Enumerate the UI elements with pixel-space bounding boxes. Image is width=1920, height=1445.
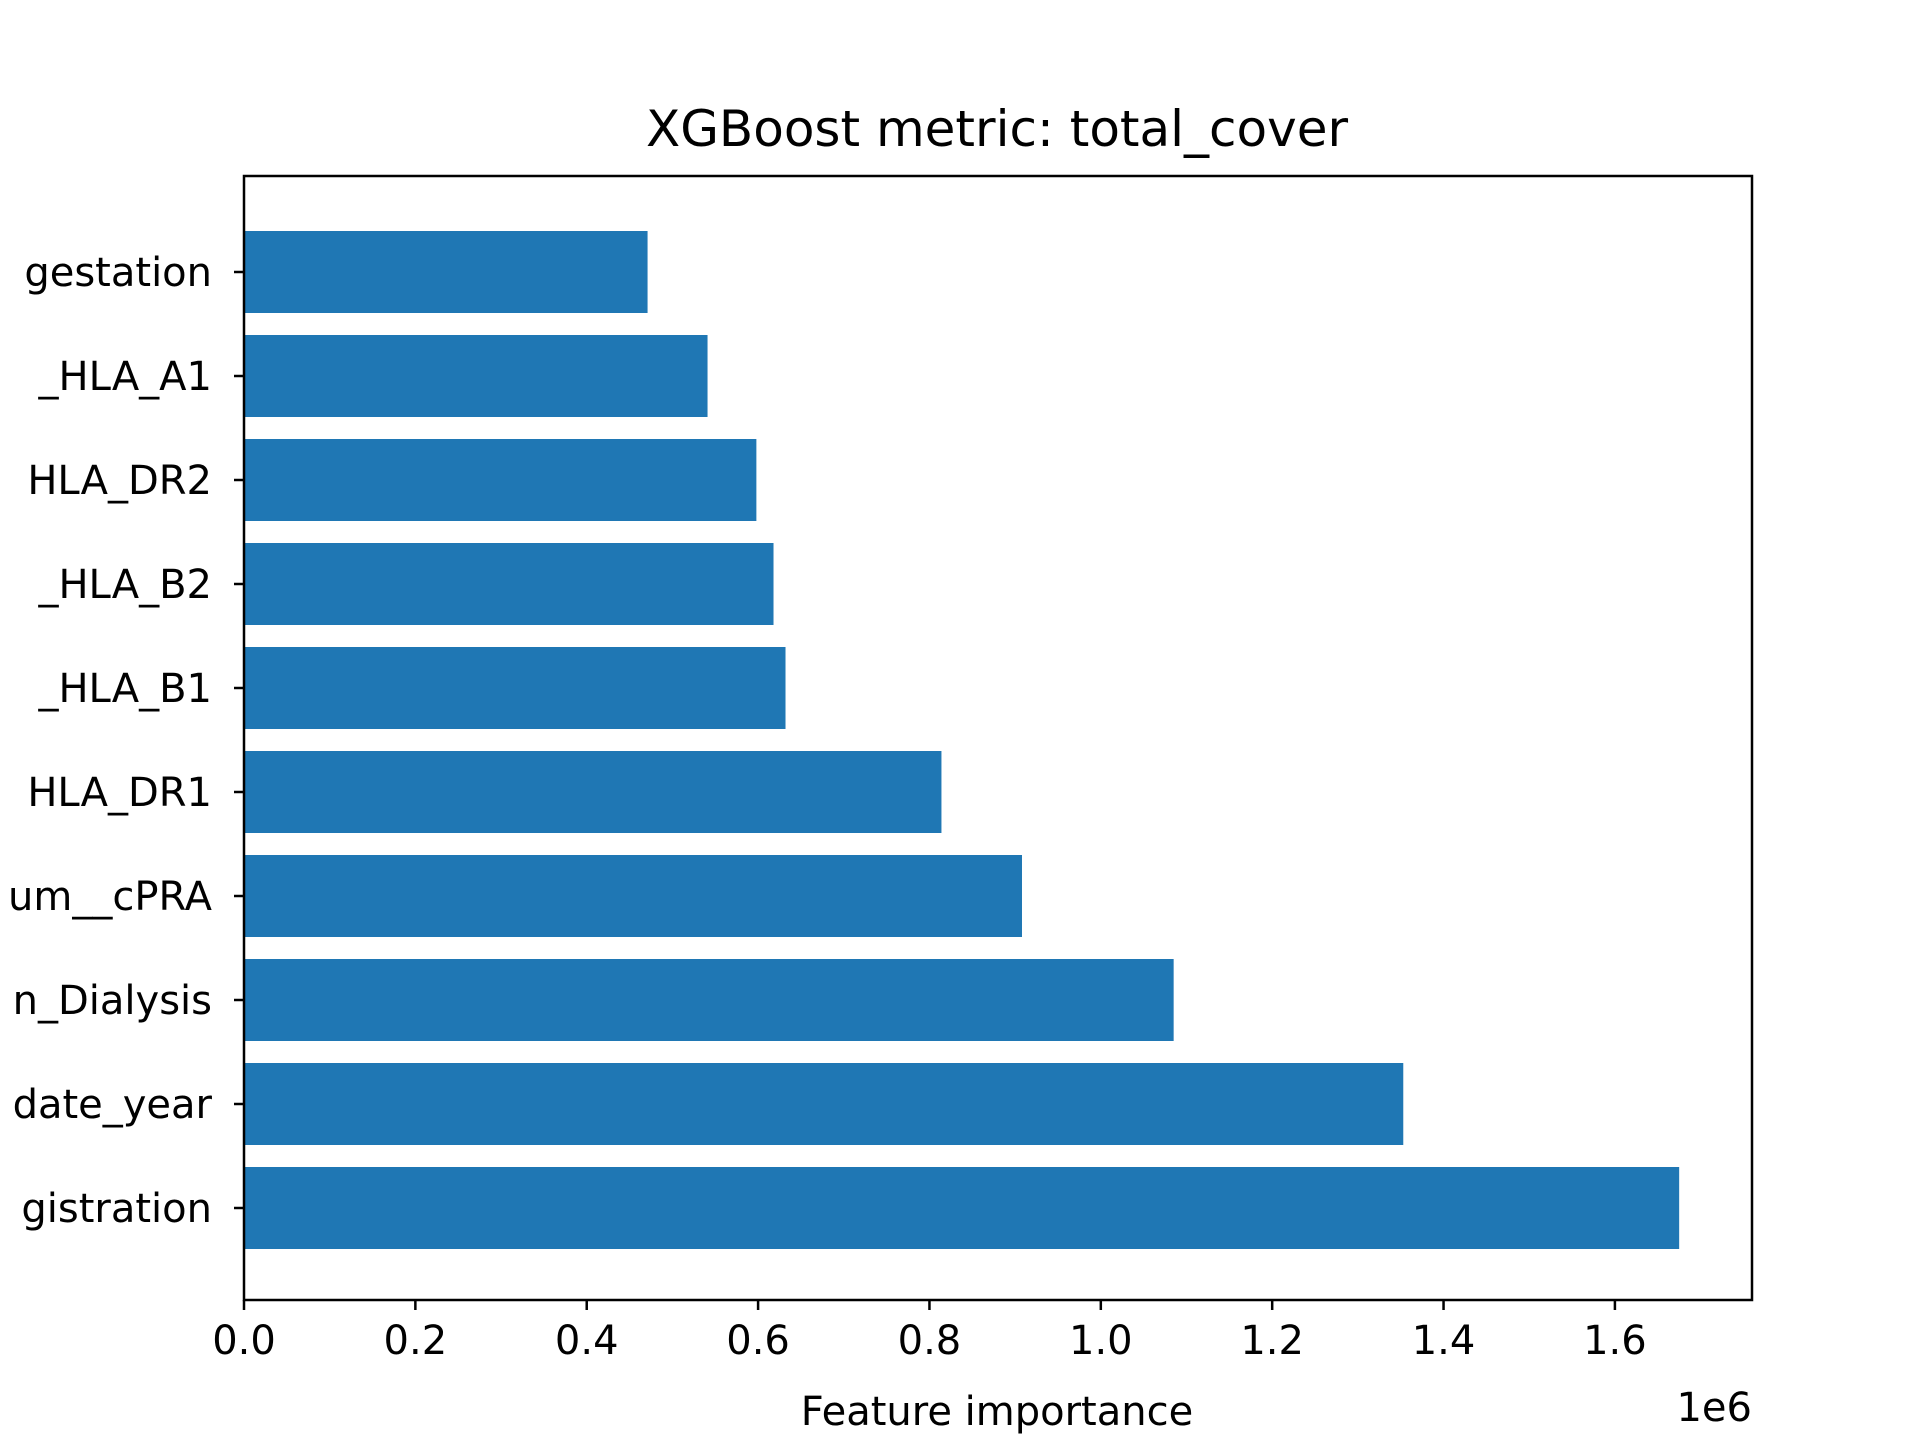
bars-layer (244, 231, 1680, 1249)
y-tick-label: n_Dialysis (13, 978, 212, 1024)
y-axis-ticks: gistration date_year n_Dialysis um__cPRA HLA… (8, 250, 244, 1232)
y-tick-label: gistration (21, 1186, 212, 1232)
x-tick-label: 0.8 (898, 1318, 962, 1364)
bar-4 (244, 751, 942, 833)
x-tick-label: 0.4 (555, 1318, 619, 1364)
x-tick-label: 1.6 (1583, 1318, 1647, 1364)
bar-7 (244, 439, 757, 521)
y-tick-label: HLA_DR1 (27, 770, 212, 816)
y-tick-label: date_year (13, 1082, 213, 1128)
y-tick-label: _HLA_B1 (37, 666, 212, 712)
x-axis-ticks: 0.0 0.2 0.4 0.6 0.8 1.0 1.2 1.4 1.6 (212, 1300, 1647, 1364)
bar-3 (244, 855, 1022, 937)
y-tick-label: um__cPRA (8, 874, 213, 920)
x-axis-offset-label: 1e6 (1676, 1385, 1752, 1431)
bar-1 (244, 1063, 1404, 1145)
bar-2 (244, 959, 1174, 1041)
y-tick-label: _HLA_B2 (37, 562, 212, 608)
y-tick-label: gestation (24, 250, 212, 296)
x-tick-label: 1.0 (1069, 1318, 1133, 1364)
x-tick-label: 0.2 (384, 1318, 448, 1364)
x-axis-label: Feature importance (801, 1389, 1193, 1435)
chart-title: XGBoost metric: total_cover (646, 100, 1349, 158)
x-tick-label: 0.0 (212, 1318, 276, 1364)
bar-9 (244, 231, 648, 313)
y-tick-label: _HLA_A1 (38, 354, 212, 400)
x-tick-label: 1.4 (1412, 1318, 1476, 1364)
bar-5 (244, 647, 786, 729)
y-tick-label: HLA_DR2 (27, 458, 212, 504)
plot-frame (242, 174, 1754, 1302)
bar-8 (244, 335, 708, 417)
bar-6 (244, 543, 774, 625)
x-tick-label: 1.2 (1240, 1318, 1304, 1364)
x-tick-label: 0.6 (726, 1318, 790, 1364)
bar-0 (244, 1167, 1680, 1249)
